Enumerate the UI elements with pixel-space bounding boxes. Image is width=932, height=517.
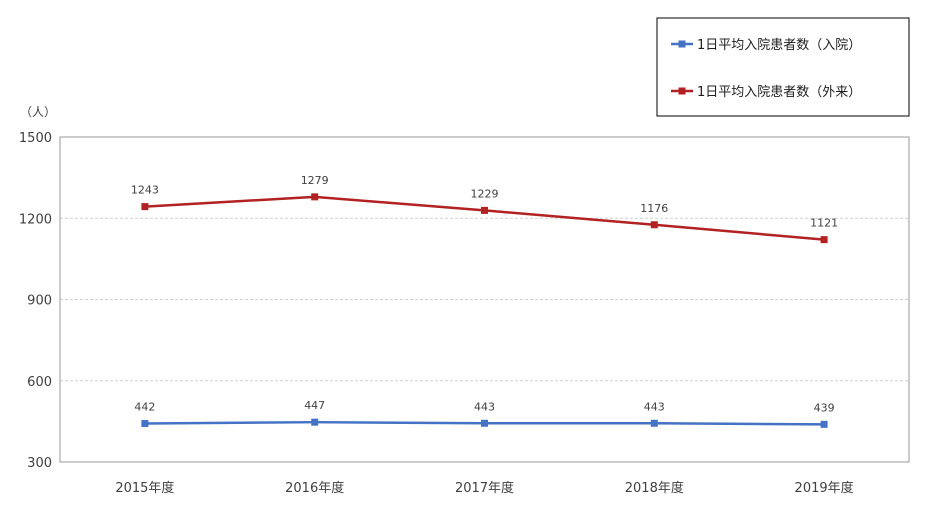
- data-label: 1279: [301, 174, 329, 187]
- x-axis-ticks: 2015年度 2016年度 2017年度 2018年度 2019年度: [115, 480, 853, 496]
- data-label: 1229: [471, 187, 499, 200]
- legend-swatch-marker: [678, 87, 686, 95]
- data-point-marker: [481, 206, 488, 214]
- data-label: 1243: [131, 184, 159, 197]
- data-point-marker: [481, 419, 488, 427]
- legend: 1日平均入院患者数（入院） 1日平均入院患者数（外来）: [656, 17, 910, 117]
- legend-label: 1日平均入院患者数（入院）: [697, 38, 861, 53]
- y-axis-ticks: 300 600 900 1200 1500: [19, 131, 52, 471]
- x-tick-label: 2017年度: [455, 480, 514, 496]
- data-point-marker: [820, 236, 828, 244]
- plot-area-frame: [59, 136, 910, 463]
- series-layer: 442 447 443 443 439 1243 1279 1229 1176 1121: [131, 174, 838, 428]
- y-tick-label: 1500: [19, 131, 52, 146]
- data-point-marker: [141, 420, 149, 428]
- y-tick-label: 900: [27, 294, 52, 309]
- data-label: 447: [304, 399, 325, 412]
- data-point-marker: [650, 419, 658, 427]
- data-point-marker: [141, 203, 149, 211]
- data-label: 439: [814, 401, 835, 414]
- data-label: 1176: [640, 202, 668, 215]
- y-axis-unit-label: （人）: [20, 105, 56, 119]
- legend-swatch-marker: [678, 40, 686, 48]
- data-label: 442: [134, 401, 155, 414]
- data-point-marker: [311, 418, 319, 426]
- legend-label: 1日平均入院患者数（外来）: [697, 85, 861, 100]
- x-tick-label: 2016年度: [285, 480, 344, 496]
- x-tick-label: 2015年度: [115, 480, 174, 496]
- y-tick-label: 300: [27, 456, 52, 471]
- data-label: 443: [474, 400, 495, 413]
- data-point-marker: [650, 221, 658, 229]
- data-point-marker: [311, 193, 319, 201]
- data-label: 443: [644, 400, 665, 413]
- x-tick-label: 2018年度: [625, 480, 684, 496]
- gridlines: [60, 217, 909, 382]
- data-label: 1121: [810, 217, 838, 230]
- data-point-marker: [820, 420, 828, 428]
- y-tick-label: 1200: [19, 212, 52, 227]
- y-tick-label: 600: [27, 375, 52, 390]
- legend-box: [656, 17, 910, 117]
- x-tick-label: 2019年度: [795, 480, 854, 496]
